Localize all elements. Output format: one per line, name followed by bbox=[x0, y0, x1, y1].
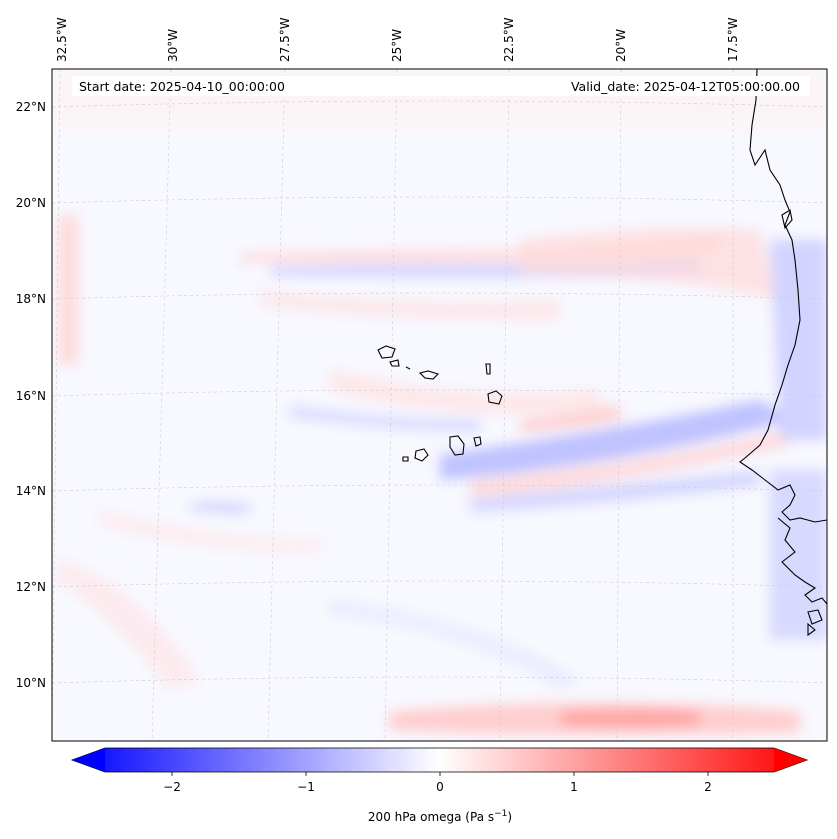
header-strip bbox=[72, 76, 810, 96]
colorbar: −2 −1 0 1 2 200 hPa omega (Pa s−1) bbox=[70, 747, 809, 824]
map-panel: Start date: 2025-04-10_00:00:00 Valid_da… bbox=[52, 69, 827, 741]
lat-label: 16°N bbox=[16, 389, 46, 403]
colorbar-high-extend bbox=[774, 748, 807, 772]
lat-label: 12°N bbox=[16, 580, 46, 594]
colorbar-label: 200 hPa omega (Pa s−1) bbox=[368, 809, 512, 824]
colorbar-low-extend bbox=[72, 748, 105, 772]
lat-label: 10°N bbox=[16, 676, 46, 690]
coastline bbox=[739, 69, 827, 637]
colorbar-tick: 0 bbox=[436, 780, 444, 794]
colorbar-bar bbox=[70, 747, 809, 773]
colorbar-tick: 2 bbox=[704, 780, 712, 794]
lat-label: 20°N bbox=[16, 196, 46, 210]
cape-verde-islands bbox=[377, 345, 503, 462]
map-frame bbox=[51, 68, 828, 742]
lon-label: 17.5°W bbox=[726, 17, 740, 62]
lat-label: 14°N bbox=[16, 484, 46, 498]
graticule bbox=[52, 69, 827, 741]
lon-label: 20°W bbox=[614, 29, 628, 62]
colorbar-tick: 1 bbox=[570, 780, 578, 794]
colorbar-tick: −1 bbox=[297, 780, 315, 794]
colorbar-tick: −2 bbox=[163, 780, 181, 794]
lat-label: 22°N bbox=[16, 100, 46, 114]
start-date-label: Start date: 2025-04-10_00:00:00 bbox=[79, 79, 285, 94]
lon-label: 30°W bbox=[166, 29, 180, 62]
longitude-labels: 32.5°W 30°W 27.5°W 25°W 22.5°W 20°W 17.5… bbox=[55, 17, 740, 62]
latitude-labels: 22°N 20°N 18°N 16°N 14°N 12°N 10°N bbox=[16, 100, 46, 690]
lat-label: 18°N bbox=[16, 292, 46, 306]
lon-label: 25°W bbox=[390, 29, 404, 62]
lon-label: 22.5°W bbox=[502, 17, 516, 62]
valid-date-label: Valid_date: 2025-04-12T05:00:00.00 bbox=[571, 79, 800, 94]
lon-label: 32.5°W bbox=[55, 17, 69, 62]
lon-label: 27.5°W bbox=[278, 17, 292, 62]
